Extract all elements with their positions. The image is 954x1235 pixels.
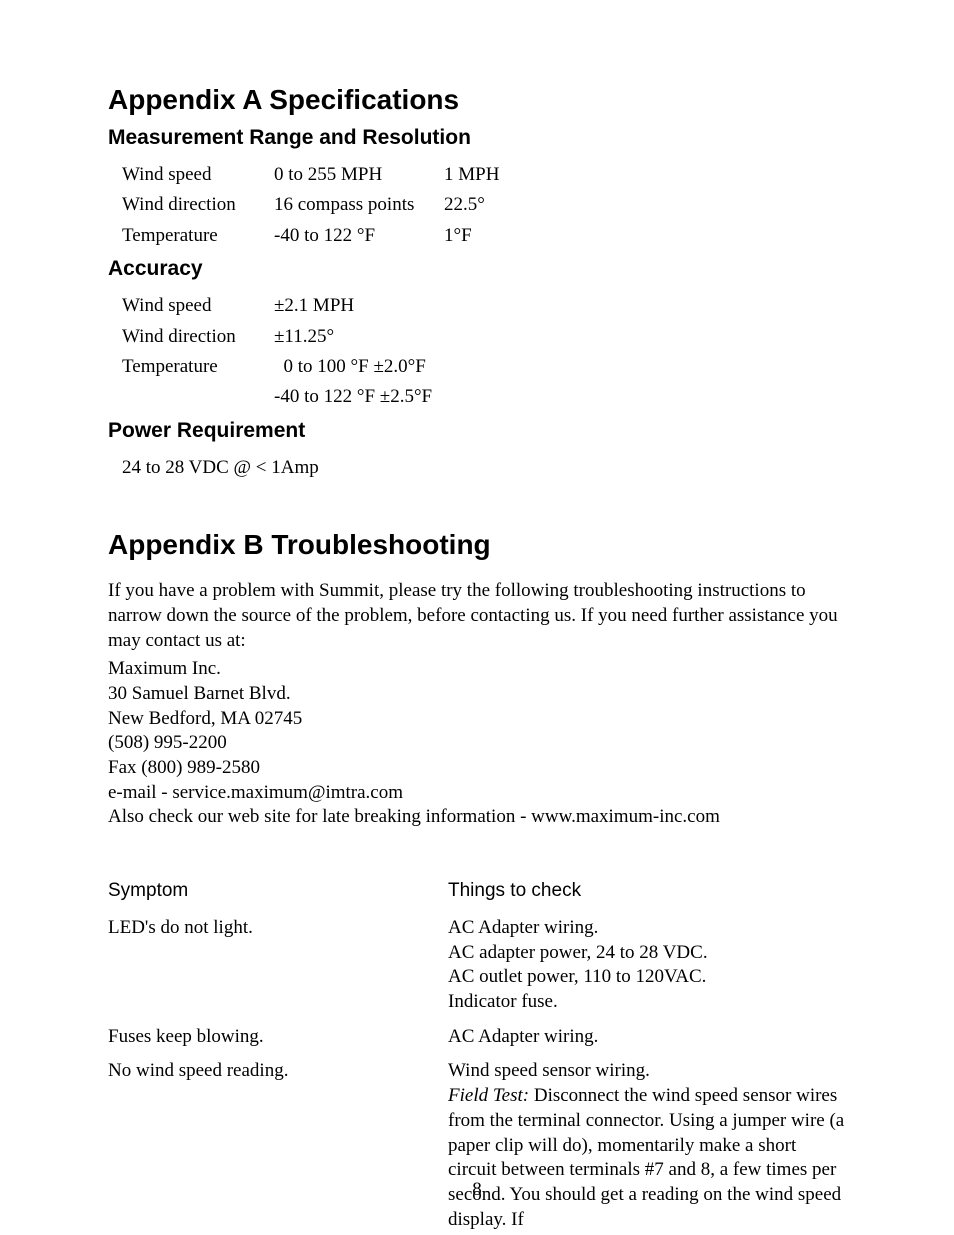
appendix-b-title: Appendix B Troubleshooting (108, 529, 846, 561)
appendix-a-title: Appendix A Specifications (108, 84, 846, 116)
spec-value: ±11.25° (274, 322, 444, 352)
symptom-cell: LED's do not light. (108, 916, 448, 1015)
spec-label: Wind direction (122, 322, 274, 352)
table-row: Temperature -40 to 122 °F 1°F (122, 221, 846, 251)
table-row: No wind speed reading. Wind speed sensor… (108, 1059, 846, 1232)
table-row: Fuses keep blowing. AC Adapter wiring. (108, 1025, 846, 1050)
table-header: Symptom Things to check (108, 880, 846, 902)
intro-text: If you have a problem with Summit, pleas… (108, 579, 846, 653)
email-address: e-mail - service.maximum@imtra.com (108, 781, 846, 806)
city-address: New Bedford, MA 02745 (108, 707, 846, 732)
spec-label: Temperature (122, 352, 274, 413)
spec-range: -40 to 122 °F (274, 221, 444, 251)
spec-value: ±2.1 MPH (274, 291, 444, 321)
spec-res: 1 MPH (444, 160, 846, 190)
symptom-cell: No wind speed reading. (108, 1059, 448, 1232)
street-address: 30 Samuel Barnet Blvd. (108, 682, 846, 707)
table-row: Wind direction 16 compass points 22.5° (122, 190, 846, 220)
checks-pre: Wind speed sensor wiring. (448, 1060, 650, 1081)
range-table: Wind speed 0 to 255 MPH 1 MPH Wind direc… (122, 160, 846, 251)
spec-range: 16 compass points (274, 190, 444, 220)
symptom-cell: Fuses keep blowing. (108, 1025, 448, 1050)
spec-line: 0 to 100 °F ±2.0°F (274, 352, 444, 382)
spec-res: 1°F (444, 221, 846, 251)
web-address: Also check our web site for late breakin… (108, 805, 846, 830)
page-number: 8 (0, 1179, 954, 1201)
table-row: LED's do not light. AC Adapter wiring. A… (108, 916, 846, 1015)
spec-label: Wind speed (122, 160, 274, 190)
power-text: 24 to 28 VDC @ < 1Amp (122, 453, 846, 483)
header-symptom: Symptom (108, 880, 448, 902)
spec-label: Temperature (122, 221, 274, 251)
table-row: Wind direction ±11.25° (122, 322, 846, 352)
spec-range: 0 to 255 MPH (274, 160, 444, 190)
section-heading-range: Measurement Range and Resolution (108, 126, 846, 150)
accuracy-table: Wind speed ±2.1 MPH Wind direction ±11.2… (122, 291, 846, 413)
table-row: Wind speed 0 to 255 MPH 1 MPH (122, 160, 846, 190)
checks-cell: Wind speed sensor wiring. Field Test: Di… (448, 1059, 846, 1232)
table-row: Wind speed ±2.1 MPH (122, 291, 846, 321)
table-row: Temperature 0 to 100 °F ±2.0°F -40 to 12… (122, 352, 846, 413)
header-checks: Things to check (448, 880, 846, 902)
fax-number: Fax (800) 989-2580 (108, 756, 846, 781)
spec-line: -40 to 122 °F ±2.5°F (274, 382, 444, 412)
section-heading-power: Power Requirement (108, 419, 846, 443)
field-test-label: Field Test: (448, 1085, 529, 1106)
phone-number: (508) 995-2200 (108, 731, 846, 756)
spec-label: Wind speed (122, 291, 274, 321)
spec-label: Wind direction (122, 190, 274, 220)
checks-cell: AC Adapter wiring. AC adapter power, 24 … (448, 916, 846, 1015)
spec-value: 0 to 100 °F ±2.0°F -40 to 122 °F ±2.5°F (274, 352, 444, 413)
company-name: Maximum Inc. (108, 657, 846, 682)
spec-res: 22.5° (444, 190, 846, 220)
checks-cell: AC Adapter wiring. (448, 1025, 846, 1050)
section-heading-accuracy: Accuracy (108, 257, 846, 281)
field-test-body: Disconnect the wind speed sensor wires f… (448, 1085, 844, 1229)
